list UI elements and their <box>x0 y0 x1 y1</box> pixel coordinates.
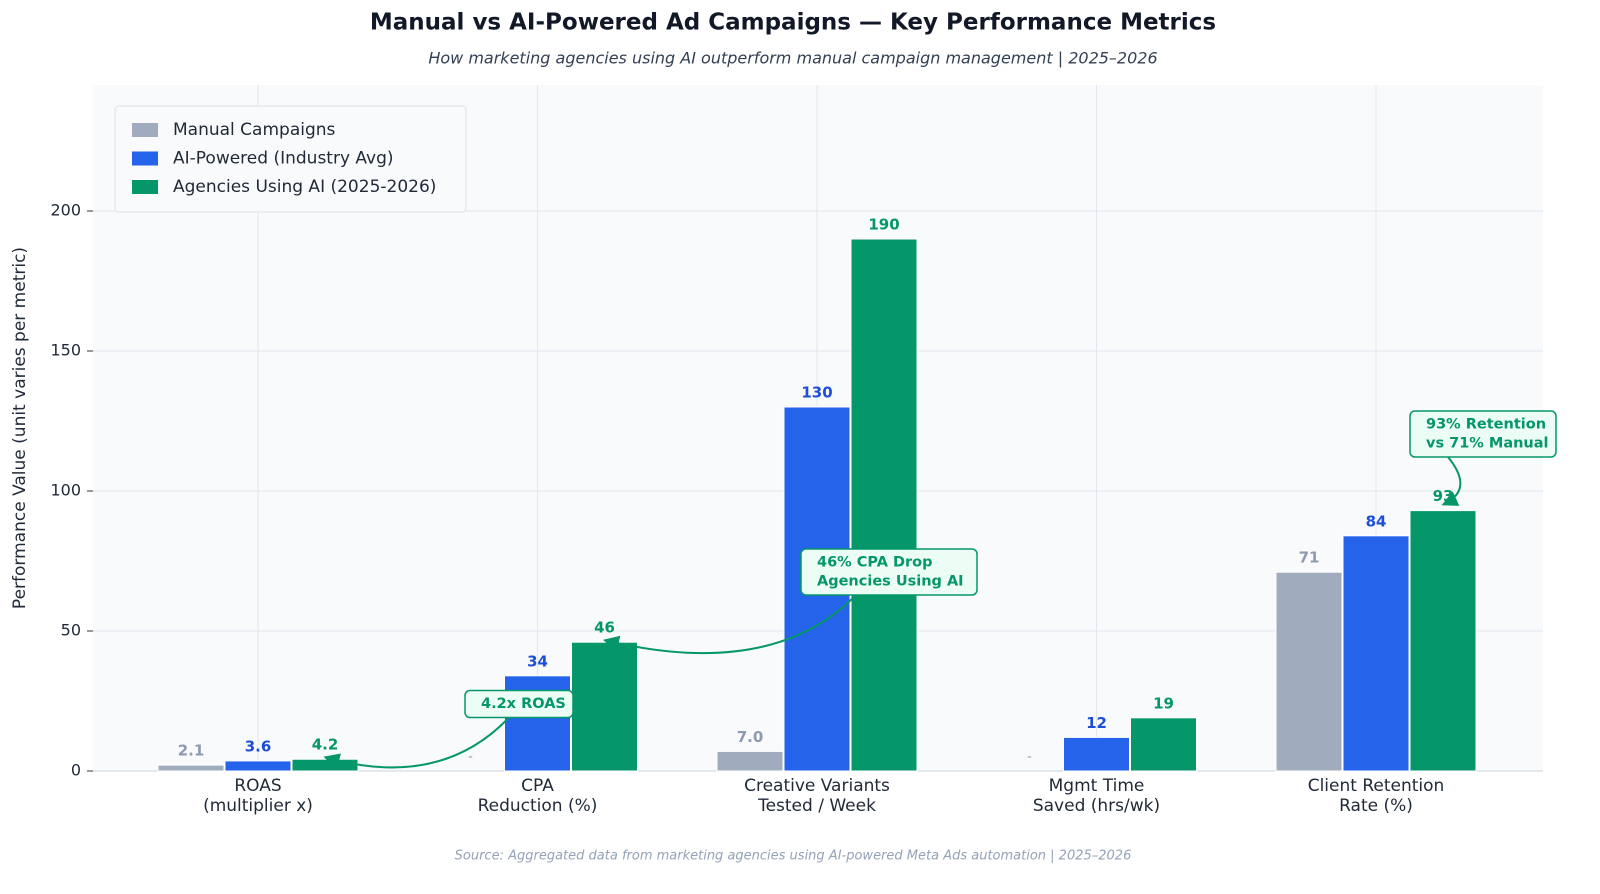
y-tick-label: 50 <box>61 621 81 640</box>
source-note: Source: Aggregated data from marketing a… <box>455 849 1132 864</box>
x-tick-label-line: ROAS <box>234 776 281 796</box>
value-label: 130 <box>801 384 832 402</box>
y-tick-label: 0 <box>71 761 81 780</box>
bar <box>850 238 918 772</box>
legend-label: Manual Campaigns <box>173 120 336 140</box>
value-label: 12 <box>1086 714 1107 732</box>
value-label: 84 <box>1366 512 1387 530</box>
legend-label: AI-Powered (Industry Avg) <box>173 149 394 169</box>
x-tick-label: ROAS (multiplier x) <box>203 776 313 816</box>
x-tick-label-line: Creative Variants <box>744 776 890 796</box>
bar <box>291 758 359 772</box>
x-tick-label: Client Retention Rate (%) <box>1308 776 1445 816</box>
x-tick-label-line: CPA <box>521 776 554 796</box>
legend-box <box>114 105 467 213</box>
bar <box>1275 571 1343 772</box>
y-tick-label: 200 <box>50 201 81 220</box>
annotation-box <box>1409 410 1557 458</box>
annotation-text: Agencies Using AI <box>817 574 964 590</box>
x-tick-label-line: Mgmt Time <box>1049 776 1145 796</box>
y-axis-label: Performance Value (unit varies per metri… <box>10 247 30 609</box>
legend-swatch <box>132 123 158 137</box>
x-tick-label: Mgmt Time Saved (hrs/wk) <box>1033 776 1160 816</box>
value-label: 19 <box>1153 694 1174 712</box>
legend-swatch <box>132 180 158 194</box>
x-tick-label-line: Rate (%) <box>1339 796 1413 816</box>
bar <box>571 641 638 772</box>
value-label: 4.2 <box>312 736 339 754</box>
x-tick-label-line: Saved (hrs/wk) <box>1033 796 1160 816</box>
value-label: 190 <box>868 216 899 234</box>
value-label: - <box>1027 750 1032 765</box>
y-tick-label: 100 <box>50 481 81 500</box>
value-label: 7.0 <box>737 728 764 746</box>
bar <box>1409 510 1477 772</box>
annotation-text: vs 71% Manual <box>1426 436 1549 452</box>
chart-subtitle: How marketing agencies using AI outperfo… <box>428 49 1157 68</box>
value-label: - <box>468 750 473 765</box>
annotation-arrow <box>602 596 855 654</box>
annotation-box <box>464 689 574 719</box>
x-tick-label: CPA Reduction (%) <box>478 776 598 816</box>
bar <box>1063 736 1130 772</box>
value-label: 34 <box>527 652 548 670</box>
annotation-arrow <box>1441 456 1462 506</box>
annotation-arrow <box>323 716 510 769</box>
bar <box>1342 535 1410 772</box>
x-tick-label: Creative Variants Tested / Week <box>744 776 890 816</box>
x-tick-label-line: (multiplier x) <box>203 796 313 816</box>
value-label: 46 <box>594 619 615 637</box>
bar <box>1130 717 1197 772</box>
bar <box>716 750 784 772</box>
annotation-text: 46% CPA Drop <box>817 555 933 571</box>
x-tick-label-line: Reduction (%) <box>478 796 598 816</box>
legend-swatch <box>132 151 158 166</box>
value-label: 71 <box>1299 549 1320 567</box>
value-label: 2.1 <box>178 742 205 760</box>
bar <box>157 764 225 772</box>
annotation-text: 93% Retention <box>1426 417 1546 433</box>
value-label: 93 <box>1433 487 1454 505</box>
y-tick-label: 150 <box>50 341 81 360</box>
bar <box>224 760 292 772</box>
x-tick-label-line: Client Retention <box>1308 776 1445 796</box>
legend-label: Agencies Using AI (2025-2026) <box>173 177 436 197</box>
x-tick-label-line: Tested / Week <box>757 796 876 816</box>
annotation-text: 4.2x ROAS <box>481 696 566 712</box>
value-label: 3.6 <box>245 737 272 755</box>
chart-title: Manual vs AI-Powered Ad Campaigns — Key … <box>370 10 1216 36</box>
annotation-box <box>800 548 978 596</box>
